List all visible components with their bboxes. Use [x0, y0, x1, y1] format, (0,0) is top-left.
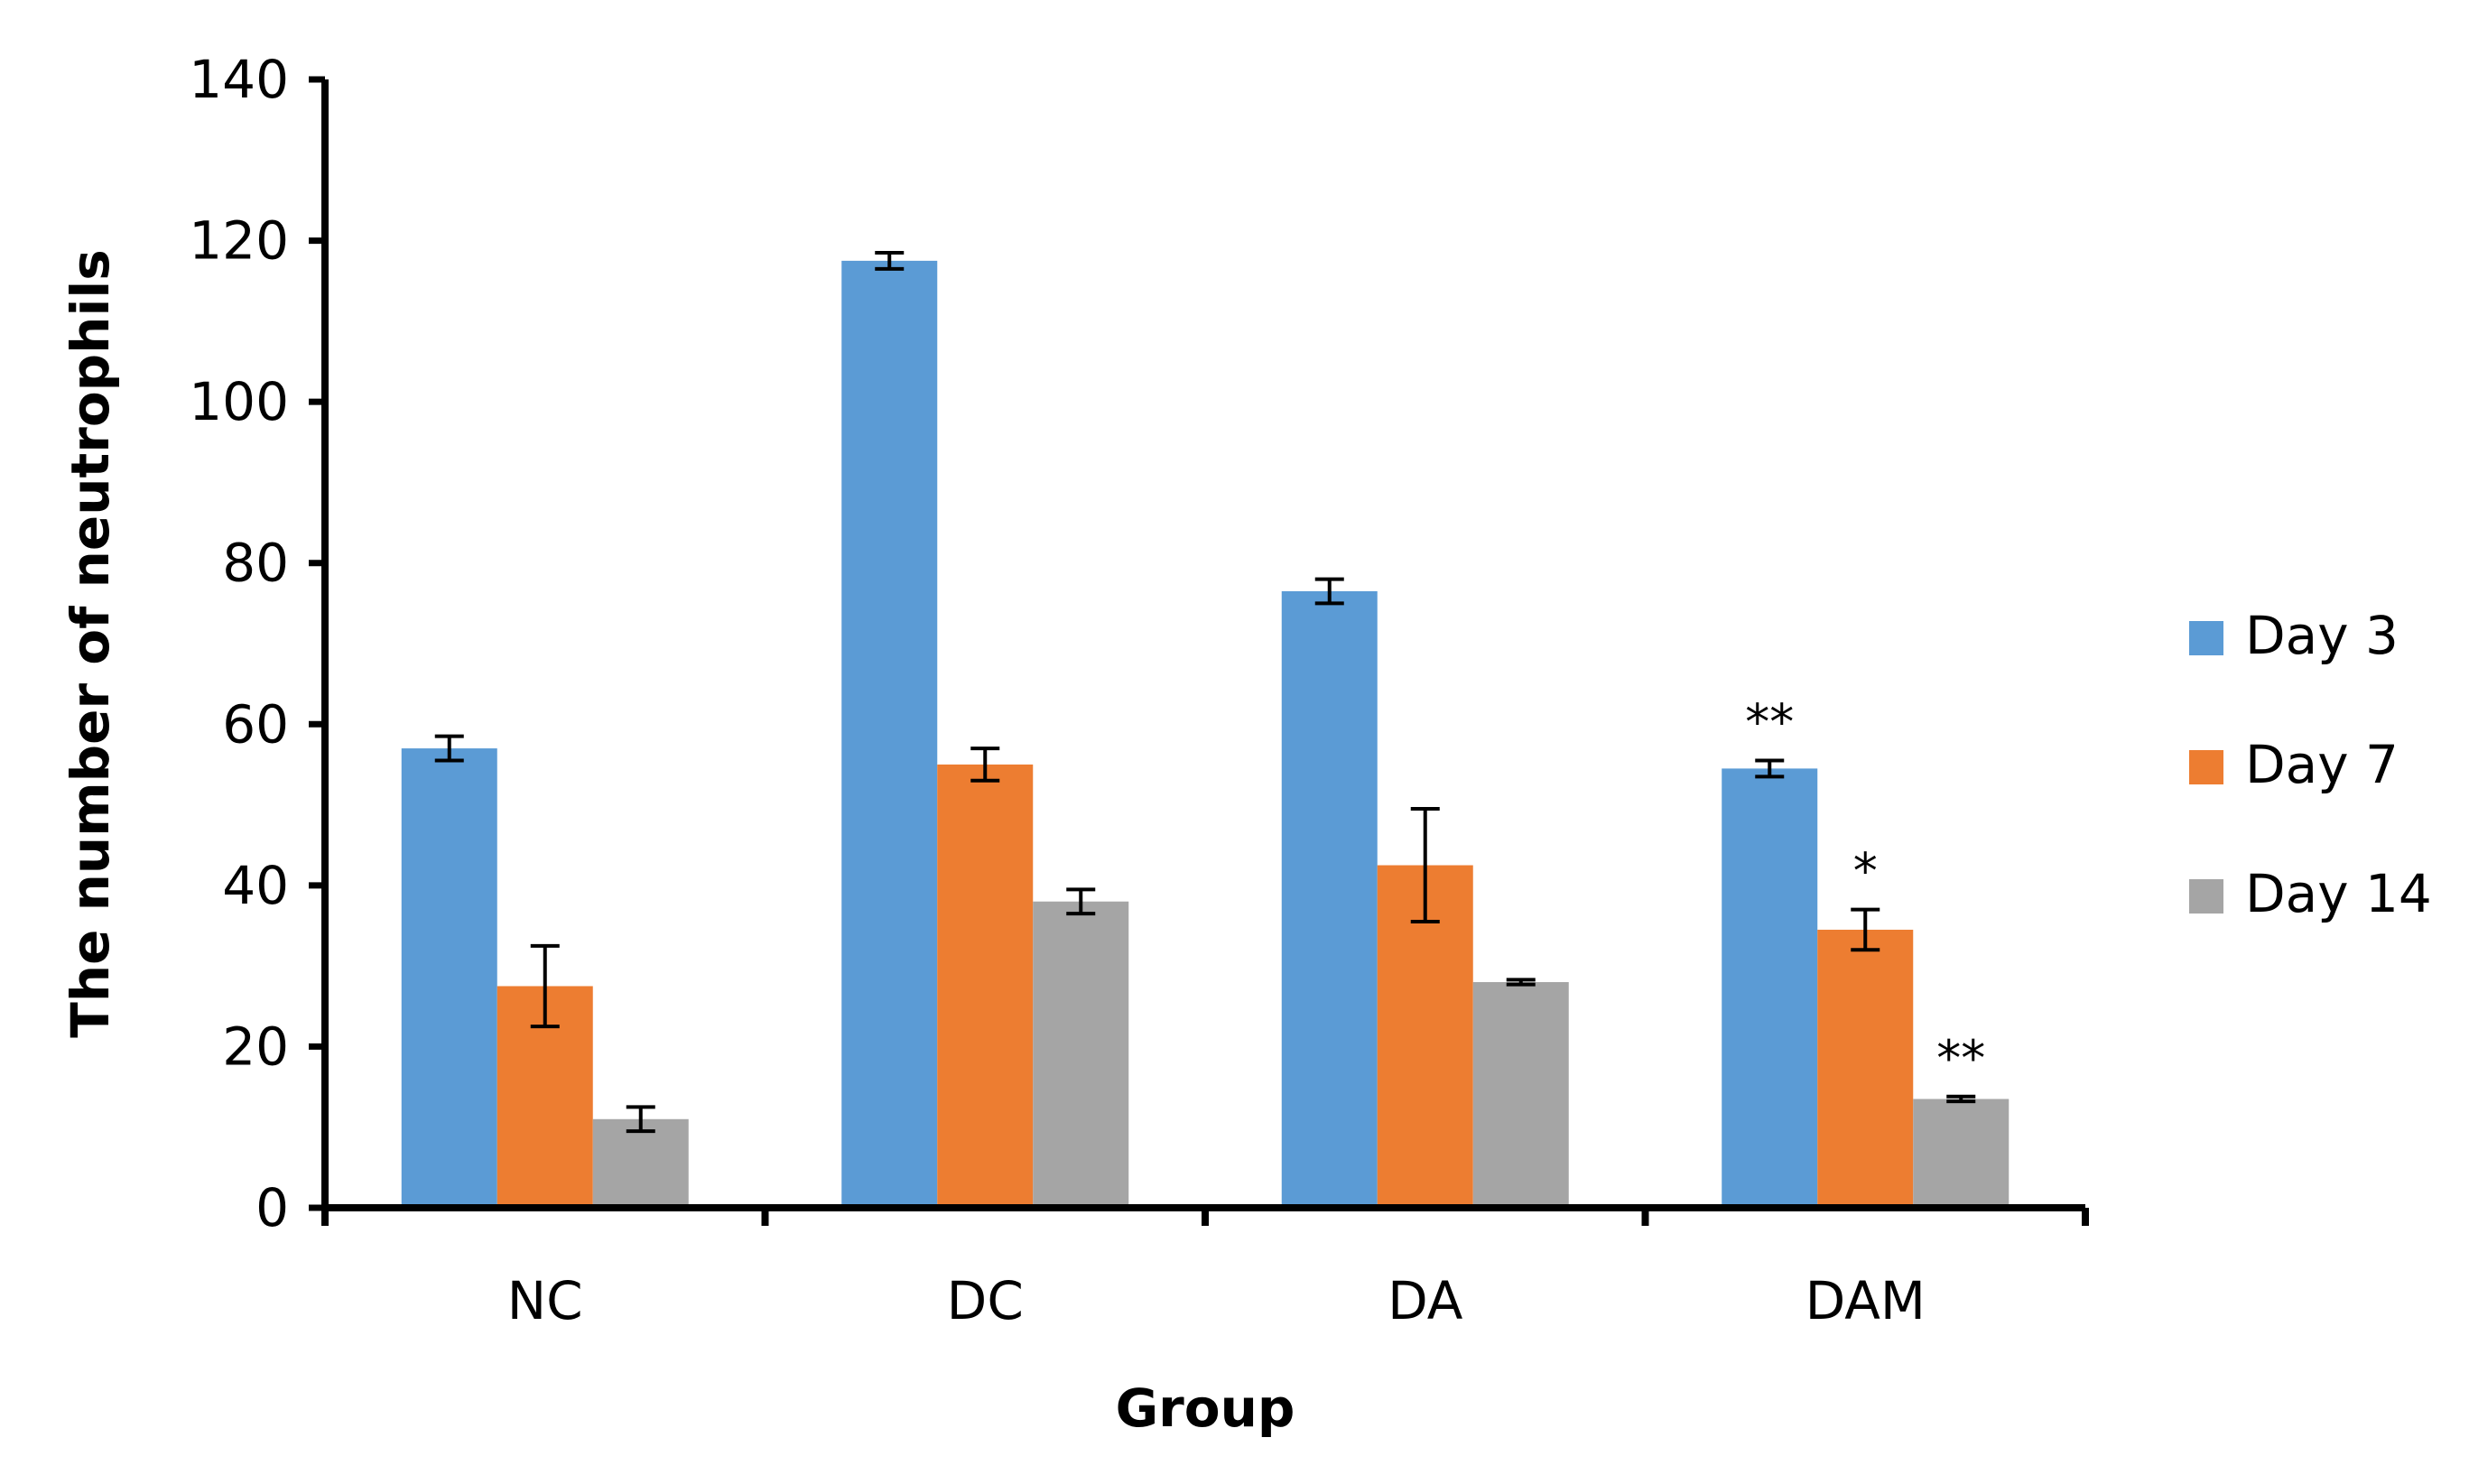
legend: Day 3 Day 7 Day 14 — [2189, 605, 2432, 924]
error-bar — [1851, 907, 1880, 952]
bars — [401, 260, 2010, 1209]
bar-day-14-dc — [1033, 901, 1129, 1208]
y-tick-label: 20 — [222, 1016, 289, 1077]
bar-day-3-da — [1281, 590, 1378, 1208]
error-bar — [434, 734, 464, 763]
error-bar — [1506, 978, 1536, 987]
y-tick-label: 60 — [222, 693, 289, 755]
legend-label: Day 14 — [2245, 863, 2432, 924]
y-tick-label: 140 — [189, 49, 289, 110]
y-axis-ticks: 0 20 40 60 80 100 120 140 — [189, 49, 325, 1238]
error-bar — [970, 747, 1000, 783]
bar-day-14-nc — [592, 1118, 689, 1208]
error-bar — [875, 250, 905, 271]
bar-day-7-dam — [1817, 929, 1914, 1208]
axes — [321, 79, 2089, 1226]
x-category-label: DAM — [1805, 1270, 1926, 1331]
legend-swatch — [2189, 750, 2223, 784]
y-axis-title: The number of neutrophils — [60, 249, 121, 1038]
legend-label: Day 3 — [2245, 605, 2399, 666]
significance-annotations: ***** — [1745, 693, 1985, 1086]
x-category-label: NC — [507, 1270, 583, 1331]
legend-swatch — [2189, 621, 2223, 655]
y-tick-label: 100 — [189, 371, 289, 432]
bar-day-3-nc — [401, 748, 497, 1208]
legend-swatch — [2189, 879, 2223, 914]
y-tick-label: 120 — [189, 210, 289, 272]
x-category-label: DA — [1388, 1270, 1463, 1331]
error-bar — [626, 1105, 655, 1134]
bar-day-3-dc — [841, 260, 938, 1209]
x-axis-category-labels: NC DC DA DAM — [507, 1270, 1926, 1331]
significance-marker: ** — [1936, 1030, 1985, 1087]
x-category-label: DC — [947, 1270, 1024, 1331]
y-tick-label: 40 — [222, 855, 289, 916]
legend-item-day-14: Day 14 — [2189, 863, 2432, 924]
error-bar — [1314, 577, 1344, 606]
error-bars — [434, 250, 1976, 1134]
error-bar — [1755, 758, 1785, 779]
error-bar — [530, 943, 560, 1029]
bar-day-14-dam — [1913, 1099, 2010, 1208]
significance-marker: ** — [1745, 693, 1794, 750]
error-bar — [1066, 887, 1096, 916]
legend-item-day-7: Day 7 — [2189, 734, 2399, 795]
x-axis-title: Group — [1116, 1377, 1295, 1439]
y-tick-label: 0 — [255, 1177, 289, 1238]
legend-item-day-3: Day 3 — [2189, 605, 2399, 666]
y-tick-label: 80 — [222, 533, 289, 594]
bar-day-7-dc — [937, 764, 1034, 1208]
bar-day-3-dam — [1722, 768, 1818, 1208]
significance-marker: * — [1853, 843, 1878, 900]
error-bar — [1410, 807, 1440, 924]
legend-label: Day 7 — [2245, 734, 2399, 795]
bar-day-14-da — [1472, 982, 1569, 1208]
error-bar — [1946, 1094, 1976, 1104]
